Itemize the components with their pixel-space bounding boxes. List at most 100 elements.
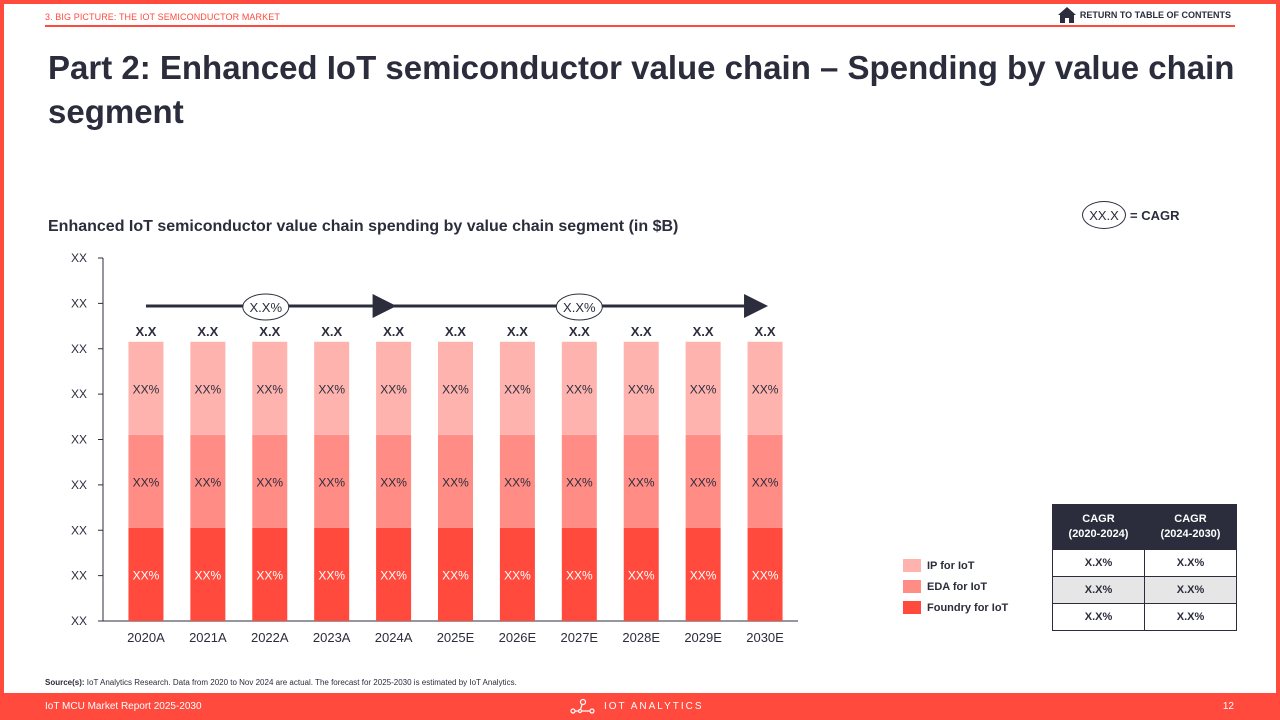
cagr-cell: X.X% — [1144, 576, 1237, 604]
bar-segment-label: XX% — [195, 475, 222, 489]
cagr-key: XX.X = CAGR — [1082, 201, 1179, 229]
bar-segment-label: XX% — [256, 382, 283, 396]
y-tick-label: XX — [71, 523, 87, 537]
bar-segment-foundry-for-iot — [685, 527, 721, 621]
bar-segment-eda-for-iot — [747, 434, 783, 528]
bar-segment-eda-for-iot — [314, 434, 350, 528]
bar-total-label: X.X — [197, 324, 218, 339]
bar-segment-eda-for-iot — [252, 434, 288, 528]
x-tick-label: 2030E — [746, 630, 784, 645]
x-tick-label: 2026E — [499, 630, 537, 645]
cagr-arrow-label: X.X% — [563, 300, 596, 315]
legend-label-eda: EDA for IoT — [927, 580, 988, 593]
y-tick-label: XX — [71, 569, 87, 583]
cagr-header-2024-2030: CAGR (2024-2030) — [1144, 504, 1237, 550]
bar-segment-label: XX% — [504, 475, 531, 489]
x-tick-label: 2029E — [684, 630, 722, 645]
bar-segment-ip-for-iot — [499, 341, 535, 435]
bar-segment-label: XX% — [133, 568, 160, 582]
bar-segment-foundry-for-iot — [623, 527, 659, 621]
bar-segment-eda-for-iot — [623, 434, 659, 528]
bar-segment-foundry-for-iot — [499, 527, 535, 621]
header-rule — [45, 25, 1235, 27]
legend-item-ip: IP for IoT — [903, 555, 1008, 576]
bar-segment-foundry-for-iot — [561, 527, 597, 621]
legend-item-foundry: Foundry for IoT — [903, 597, 1008, 618]
bar-segment-ip-for-iot — [747, 341, 783, 435]
frame-top — [0, 0, 1280, 4]
legend-label-foundry: Foundry for IoT — [927, 601, 1009, 614]
bar-segment-label: XX% — [195, 568, 222, 582]
bar-segment-label: XX% — [380, 568, 407, 582]
bar-segment-eda-for-iot — [190, 434, 226, 528]
cagr-arrow-label: X.X% — [250, 300, 283, 315]
bar-segment-label: XX% — [133, 475, 160, 489]
bar-segment-label: XX% — [195, 382, 222, 396]
bar-segment-eda-for-iot — [685, 434, 721, 528]
cagr-header-2020-2024: CAGR (2020-2024) — [1052, 504, 1145, 550]
bar-segment-label: XX% — [504, 568, 531, 582]
bar-segment-ip-for-iot — [376, 341, 412, 435]
bar-segment-foundry-for-iot — [128, 527, 164, 621]
bar-segment-eda-for-iot — [438, 434, 473, 528]
bar-segment-label: XX% — [256, 475, 283, 489]
bar-segment-foundry-for-iot — [190, 527, 226, 621]
x-tick-label: 2024A — [375, 630, 413, 645]
bar-segment-eda-for-iot — [376, 434, 412, 528]
page-title: Part 2: Enhanced IoT semiconductor value… — [48, 49, 1235, 130]
bar-total-label: X.X — [569, 324, 590, 339]
bar-segment-ip-for-iot — [438, 341, 473, 435]
bar-total-label: X.X — [383, 324, 404, 339]
bar-segment-label: XX% — [318, 475, 345, 489]
cagr-row-eda: X.X% X.X% — [1052, 576, 1237, 604]
bar-segment-foundry-for-iot — [314, 527, 350, 621]
bar-segment-label: XX% — [256, 568, 283, 582]
iot-analytics-logo-icon — [570, 698, 595, 714]
cagr-cell: X.X% — [1052, 549, 1145, 577]
legend-swatch-eda — [903, 580, 921, 593]
x-tick-label: 2021A — [189, 630, 227, 645]
cagr-cell: X.X% — [1144, 603, 1237, 631]
legend-swatch-foundry — [903, 601, 921, 614]
y-tick-label: XX — [71, 342, 87, 356]
bar-total-label: X.X — [631, 324, 652, 339]
source-note: Source(s): IoT Analytics Research. Data … — [45, 678, 517, 687]
bar-segment-label: XX% — [318, 382, 345, 396]
bar-segment-ip-for-iot — [314, 341, 350, 435]
bar-segment-label: XX% — [628, 568, 655, 582]
bar-segment-label: XX% — [628, 382, 655, 396]
bar-segment-label: XX% — [690, 382, 717, 396]
page-number: 12 — [1222, 701, 1234, 712]
bar-segment-foundry-for-iot — [438, 527, 473, 621]
cagr-oval — [242, 293, 290, 321]
section-label: 3. BIG PICTURE: THE IOT SEMICONDUCTOR MA… — [45, 12, 280, 22]
cagr-oval — [555, 293, 603, 321]
x-tick-label: 2023A — [313, 630, 351, 645]
cagr-table: CAGR (2020-2024) CAGR (2024-2030) X.X% X.X… — [1052, 504, 1237, 631]
bar-total-label: X.X — [693, 324, 714, 339]
return-to-toc-link[interactable]: RETURN TO TABLE OF CONTENTS — [1057, 6, 1231, 24]
cagr-table-header: CAGR (2020-2024) CAGR (2024-2030) — [1052, 504, 1237, 550]
bar-segment-ip-for-iot — [252, 341, 288, 435]
bar-total-label: X.X — [507, 324, 528, 339]
bar-segment-label: XX% — [442, 382, 469, 396]
bar-total-label: X.X — [135, 324, 156, 339]
cagr-key-oval: XX.X — [1082, 201, 1126, 229]
bar-segment-label: XX% — [752, 382, 779, 396]
footer-report-name: IoT MCU Market Report 2025-2030 — [45, 701, 202, 712]
y-tick-label: XX — [71, 478, 87, 492]
bar-segment-label: XX% — [690, 475, 717, 489]
y-tick-label: XX — [71, 296, 87, 310]
legend-swatch-ip — [903, 559, 921, 572]
x-tick-label: 2028E — [622, 630, 660, 645]
bar-total-label: X.X — [755, 324, 776, 339]
bar-segment-label: XX% — [442, 568, 469, 582]
cagr-row-foundry: X.X% X.X% — [1052, 603, 1237, 631]
bar-segment-label: XX% — [566, 568, 593, 582]
bar-segment-label: XX% — [566, 382, 593, 396]
bar-segment-label: XX% — [628, 475, 655, 489]
y-tick-label: XX — [71, 251, 87, 265]
footer: IoT MCU Market Report 2025-2030 IOT ANAL… — [0, 693, 1280, 720]
legend-item-eda: EDA for IoT — [903, 576, 1008, 597]
